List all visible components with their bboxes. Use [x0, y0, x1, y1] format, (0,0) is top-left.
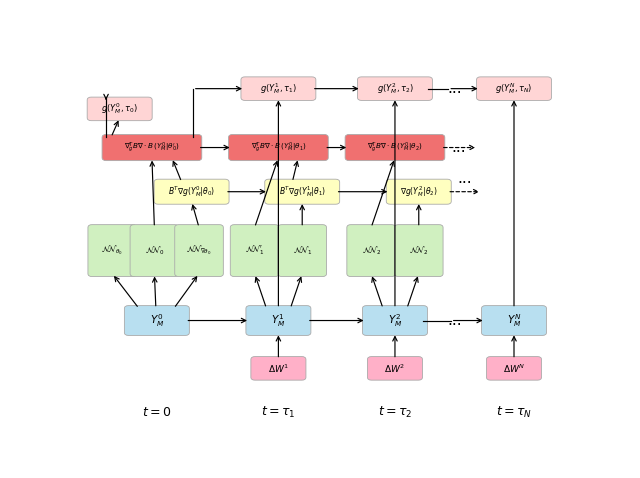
Text: $g(Y^N_M, \tau_N)$: $g(Y^N_M, \tau_N)$: [495, 81, 532, 96]
FancyBboxPatch shape: [362, 305, 428, 336]
FancyBboxPatch shape: [251, 357, 306, 380]
FancyBboxPatch shape: [486, 357, 541, 380]
FancyBboxPatch shape: [387, 179, 451, 204]
FancyBboxPatch shape: [230, 225, 279, 277]
Text: $t = \tau_N$: $t = \tau_N$: [496, 405, 532, 420]
FancyBboxPatch shape: [367, 357, 422, 380]
FancyBboxPatch shape: [154, 179, 229, 204]
Text: ...: ...: [451, 140, 465, 155]
Text: $\mathcal{N\!N}_1^\prime$: $\mathcal{N\!N}_1^\prime$: [245, 244, 264, 257]
Text: $Y^0_M$: $Y^0_M$: [150, 312, 164, 329]
Text: $t = \tau_1$: $t = \tau_1$: [261, 405, 296, 420]
Text: $\Delta W^1$: $\Delta W^1$: [268, 362, 289, 375]
FancyBboxPatch shape: [481, 305, 547, 336]
Text: $Y^N_M$: $Y^N_M$: [507, 312, 521, 329]
Text: ...: ...: [447, 81, 462, 96]
FancyBboxPatch shape: [124, 305, 189, 336]
Text: $\nabla g(Y^2_M|\theta_2)$: $\nabla g(Y^2_M|\theta_2)$: [400, 184, 438, 199]
Text: $B^T \nabla g(Y^1_M|\theta_1)$: $B^T \nabla g(Y^1_M|\theta_1)$: [278, 184, 326, 199]
FancyBboxPatch shape: [228, 134, 328, 161]
Text: $\mathcal{N\!N}_{\theta_0}$: $\mathcal{N\!N}_{\theta_0}$: [101, 244, 123, 257]
Text: $Y^1_M$: $Y^1_M$: [271, 312, 285, 329]
Text: $\mathcal{N\!N}_{\nabla\theta_0}$: $\mathcal{N\!N}_{\nabla\theta_0}$: [186, 244, 212, 257]
Text: $\Delta W^N$: $\Delta W^N$: [503, 362, 525, 375]
FancyBboxPatch shape: [130, 225, 179, 277]
Text: $t = 0$: $t = 0$: [142, 406, 172, 419]
FancyBboxPatch shape: [246, 305, 311, 336]
FancyBboxPatch shape: [347, 225, 396, 277]
FancyBboxPatch shape: [175, 225, 223, 277]
Text: ...: ...: [447, 313, 462, 328]
Text: $\mathcal{N\!N}_2$: $\mathcal{N\!N}_2$: [362, 244, 381, 257]
FancyBboxPatch shape: [265, 179, 340, 204]
FancyBboxPatch shape: [345, 134, 445, 161]
FancyBboxPatch shape: [88, 225, 136, 277]
FancyBboxPatch shape: [102, 134, 202, 161]
FancyBboxPatch shape: [477, 77, 552, 100]
Text: $Y^2_M$: $Y^2_M$: [388, 312, 402, 329]
Text: $\nabla_g^T B\nabla \cdot B\,(Y^0_M|\theta_2)$: $\nabla_g^T B\nabla \cdot B\,(Y^0_M|\the…: [367, 140, 423, 155]
FancyBboxPatch shape: [241, 77, 316, 100]
Text: ...: ...: [458, 171, 472, 186]
Text: $g(Y^0_M, \tau_0)$: $g(Y^0_M, \tau_0)$: [101, 101, 138, 116]
Text: $\mathcal{N\!N}_1$: $\mathcal{N\!N}_1$: [292, 244, 312, 257]
FancyBboxPatch shape: [394, 225, 443, 277]
Text: $\nabla_g^T B\nabla \cdot B\,(Y^0_M|\theta_1)$: $\nabla_g^T B\nabla \cdot B\,(Y^0_M|\the…: [250, 140, 307, 155]
FancyBboxPatch shape: [358, 77, 433, 100]
Text: $B^T \nabla g(Y^0_M|\theta_0)$: $B^T \nabla g(Y^0_M|\theta_0)$: [168, 184, 215, 199]
Text: $g(Y^2_M, \tau_2)$: $g(Y^2_M, \tau_2)$: [376, 81, 413, 96]
Text: $g(Y^1_M, \tau_1)$: $g(Y^1_M, \tau_1)$: [260, 81, 297, 96]
Text: $t = \tau_2$: $t = \tau_2$: [378, 405, 412, 420]
Text: $\mathcal{N\!N}_2$: $\mathcal{N\!N}_2$: [409, 244, 428, 257]
FancyBboxPatch shape: [87, 97, 152, 120]
FancyBboxPatch shape: [278, 225, 326, 277]
Text: $\nabla_g^T B\nabla \cdot B\,(Y^0_M|\theta_0^\prime)$: $\nabla_g^T B\nabla \cdot B\,(Y^0_M|\the…: [124, 140, 180, 155]
Text: $\mathcal{N\!N}_0$: $\mathcal{N\!N}_0$: [145, 244, 164, 257]
Text: $\Delta W^2$: $\Delta W^2$: [385, 362, 406, 375]
